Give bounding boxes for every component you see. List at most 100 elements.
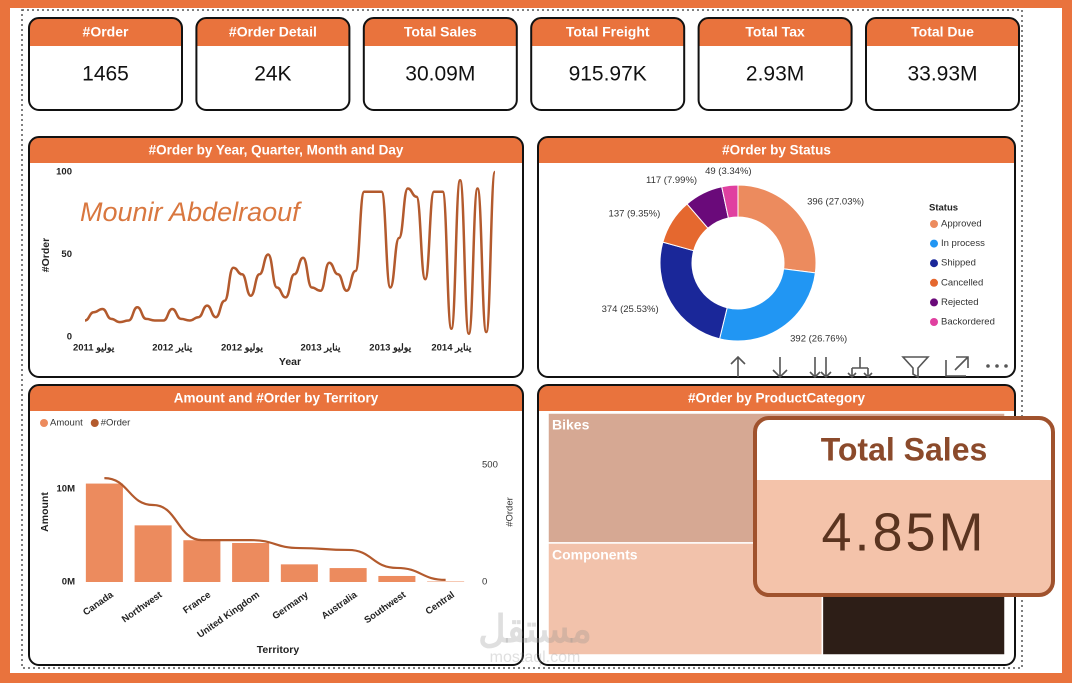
kpi-card-border: [362, 17, 518, 111]
legend-swatch: [930, 259, 938, 268]
y2-tick-label: 500: [482, 460, 498, 471]
kpi-title: Total Freight: [566, 24, 650, 40]
bar: [280, 564, 318, 582]
data-label: 396 (27.03%): [807, 197, 864, 208]
panel-title: #Order by Status: [722, 143, 831, 158]
kpi-title: Total Sales: [404, 24, 477, 40]
kpi-title: Total Due: [911, 24, 974, 40]
legend-label: In process: [941, 238, 985, 249]
panel-header: [538, 385, 1015, 411]
legend-swatch: [930, 239, 938, 248]
y-tick-label: 100: [56, 167, 72, 178]
y-tick-label: 10M: [57, 484, 76, 495]
x-axis-title: Year: [279, 356, 301, 368]
legend-title: Status: [929, 203, 958, 214]
x-axis-title: Territory: [257, 644, 300, 656]
canvas-border: [21, 9, 1023, 669]
drill-down-icon[interactable]: [772, 357, 788, 379]
y-tick-label: 0M: [62, 577, 75, 588]
panel-header: [538, 137, 1015, 163]
tile-label: Bikes: [552, 417, 590, 433]
y2-axis-title: #Order: [505, 497, 516, 527]
kpi-value: 1465: [82, 63, 129, 86]
bar: [134, 525, 172, 582]
visual-toolbar: [730, 355, 1008, 379]
expand-icon[interactable]: [847, 357, 873, 379]
kpi-card-border: [195, 17, 351, 111]
y-tick-label: 50: [61, 249, 72, 260]
panel-title: Amount and #Order by Territory: [174, 391, 379, 406]
panel-header: [29, 385, 523, 411]
kpi-value: 24K: [254, 63, 291, 86]
bar: [85, 483, 123, 582]
legend-swatch: [930, 318, 938, 326]
panel-border: [28, 136, 524, 378]
panel-border: [537, 136, 1016, 378]
kpi-header: [866, 18, 1019, 46]
panel: [29, 137, 523, 377]
focus-icon[interactable]: [945, 356, 969, 377]
tooltip-header: [755, 418, 1053, 480]
panel: [29, 385, 523, 665]
kpi-value: 915.97K: [569, 63, 647, 86]
data-label: 117 (7.99%): [646, 175, 697, 186]
kpi-value: 30.09M: [405, 63, 475, 86]
x-tick-label: يوليو 2013: [369, 343, 411, 354]
kpi-header: [531, 18, 685, 46]
legend-swatch: [930, 278, 938, 287]
x-tick-label: يناير 2012: [152, 343, 192, 354]
annotation: Mounir Abdelraouf: [80, 197, 302, 227]
y-axis-title: Amount: [39, 492, 51, 532]
bar: [232, 543, 270, 582]
tile-label: Components: [552, 547, 638, 563]
x-tick-label: يناير 2013: [300, 343, 340, 354]
panel: [538, 137, 1015, 377]
watermark-site: mostaql.com: [490, 649, 581, 666]
more-icon[interactable]: [986, 364, 1008, 368]
bar: [183, 540, 221, 582]
panel-header: [29, 137, 523, 163]
x-tick-label: يوليو 2012: [221, 343, 263, 354]
kpi-value: 33.93M: [907, 63, 977, 86]
donut-slice: [721, 184, 739, 219]
kpi-card-border: [530, 17, 686, 111]
y2-tick-label: 0: [482, 577, 487, 588]
next-level-icon[interactable]: [809, 357, 832, 379]
legend-label: Backordered: [941, 317, 995, 328]
legend-label: Amount: [50, 418, 83, 429]
kpi-title: #Order Detail: [229, 24, 317, 40]
kpi-card-border: [28, 17, 183, 111]
line: [84, 170, 497, 335]
watermark: مستقل: [478, 609, 592, 651]
panel-title: #Order by Year, Quarter, Month and Day: [149, 143, 404, 158]
legend-label: Rejected: [941, 297, 979, 308]
data-label: 137 (9.35%): [609, 208, 661, 219]
kpi-card-border: [697, 17, 853, 111]
data-label: 49 (3.34%): [705, 166, 751, 177]
line: [104, 477, 446, 581]
kpi-header: [196, 18, 350, 46]
kpi-header: [698, 18, 852, 46]
legend-label: #Order: [101, 418, 131, 429]
y-tick-label: 0: [67, 332, 72, 343]
filter-icon[interactable]: [901, 356, 930, 379]
bar: [329, 568, 367, 582]
legend-label: Approved: [941, 219, 982, 230]
tooltip-value: 4.85M: [821, 502, 986, 562]
drill-up-icon[interactable]: [730, 355, 746, 377]
kpi-value: 2.93M: [746, 63, 804, 86]
kpi-header: [29, 18, 182, 46]
kpi-header: [363, 18, 517, 46]
data-label: 392 (26.76%): [790, 333, 847, 344]
data-label: 374 (25.53%): [602, 304, 659, 315]
kpi-card-border: [865, 17, 1020, 111]
tooltip-title: Total Sales: [821, 431, 988, 467]
x-tick-label: يناير 2014: [431, 343, 471, 354]
legend-swatch: [90, 419, 99, 427]
bar: [378, 575, 416, 582]
legend-swatch: [40, 419, 48, 427]
y-axis-title: #Order: [40, 238, 52, 272]
treemap-tile: [821, 588, 1006, 656]
panel-title: #Order by ProductCategory: [688, 391, 866, 406]
